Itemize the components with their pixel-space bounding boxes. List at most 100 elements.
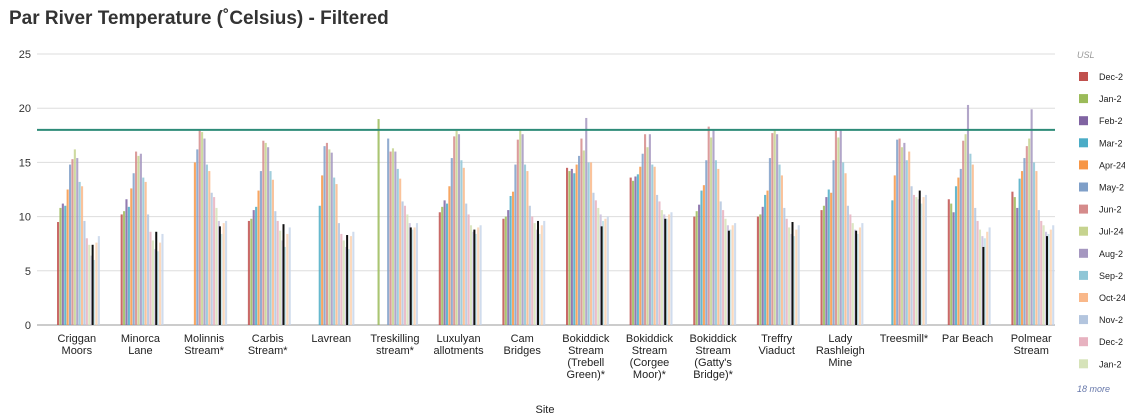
bar[interactable] [208,171,211,325]
bar[interactable] [469,225,473,325]
bar[interactable] [521,134,524,325]
bar[interactable] [651,164,654,325]
bar[interactable] [764,194,767,325]
bar[interactable] [1037,210,1040,325]
bar[interactable] [467,214,470,325]
bar[interactable] [1040,220,1043,325]
bar[interactable] [448,186,451,325]
bar[interactable] [78,181,81,325]
bar[interactable] [462,167,465,325]
bar[interactable] [349,236,352,325]
bar[interactable] [276,220,279,325]
bar[interactable] [139,153,142,325]
bar[interactable] [318,205,321,325]
bar[interactable] [479,225,482,325]
bar[interactable] [954,186,958,325]
bar[interactable] [330,152,333,325]
bar[interactable] [85,238,88,325]
bar[interactable] [391,148,395,325]
bar[interactable] [274,211,277,325]
bar[interactable] [898,138,901,325]
bar[interactable] [648,134,651,325]
bar[interactable] [342,240,345,325]
legend-item[interactable]: Oct-24 [1079,293,1125,303]
bar[interactable] [900,147,904,325]
bar[interactable] [727,230,730,325]
bar[interactable] [976,220,979,325]
bar[interactable] [1032,162,1036,325]
legend-item[interactable]: May-2 [1079,182,1124,193]
legend-item[interactable]: Jun-2 [1079,204,1122,215]
bar[interactable] [399,178,402,325]
bar[interactable] [915,197,918,325]
bar[interactable] [629,177,632,325]
bar[interactable] [222,223,225,325]
bar[interactable] [1016,207,1019,325]
bar[interactable] [573,173,576,325]
bar[interactable] [88,244,91,325]
bar[interactable] [387,138,390,325]
bar[interactable] [325,142,328,325]
bar[interactable] [1030,109,1033,325]
bar[interactable] [328,149,331,325]
bar[interactable] [632,180,635,325]
bar[interactable] [1023,158,1026,325]
bar[interactable] [144,181,147,325]
bar[interactable] [839,129,842,325]
bar[interactable] [700,190,703,325]
bar[interactable] [660,210,663,325]
bar[interactable] [922,197,925,325]
bar[interactable] [964,134,967,325]
bar[interactable] [656,194,659,325]
bar[interactable] [504,216,507,325]
bar[interactable] [155,231,158,325]
bar[interactable] [95,242,98,325]
bar[interactable] [693,216,696,325]
bar[interactable] [722,210,725,325]
bar[interactable] [947,199,950,325]
bar[interactable] [528,205,531,325]
legend-item[interactable]: Jan-2 [1079,359,1122,369]
bar[interactable] [97,236,100,325]
bar[interactable] [441,206,444,325]
bar[interactable] [283,246,286,325]
bar[interactable] [988,227,991,325]
bar[interactable] [1047,233,1050,325]
bar[interactable] [600,226,603,325]
bar[interactable] [218,226,221,325]
bar[interactable] [215,207,218,325]
bar[interactable] [918,190,921,325]
bar[interactable] [759,214,762,325]
bar[interactable] [57,222,60,325]
bar[interactable] [457,134,461,325]
bar[interactable] [582,150,585,325]
bar[interactable] [905,160,908,325]
bar[interactable] [580,138,583,325]
bar[interactable] [61,203,64,325]
bar[interactable] [406,214,409,325]
bar[interactable] [321,175,324,325]
legend-item[interactable]: Sep-2 [1079,270,1123,281]
bar[interactable] [1025,146,1028,325]
bar[interactable] [986,231,989,325]
bar[interactable] [337,223,340,325]
bar[interactable] [502,218,505,325]
bar[interactable] [788,227,791,325]
legend-item[interactable]: Apr-24 [1079,160,1125,170]
bar[interactable] [259,171,262,325]
bar[interactable] [511,191,515,325]
bar[interactable] [81,186,84,325]
bar[interactable] [255,206,258,325]
bar[interactable] [702,185,705,325]
bar[interactable] [264,142,267,325]
bar[interactable] [834,130,837,325]
bar[interactable] [903,142,906,325]
bar[interactable] [832,160,835,325]
bar[interactable] [64,205,67,325]
bar[interactable] [966,104,970,325]
bar[interactable] [957,177,960,325]
bar[interactable] [537,220,539,325]
bar[interactable] [1020,171,1024,325]
bar[interactable] [394,151,397,325]
bar[interactable] [151,240,154,325]
